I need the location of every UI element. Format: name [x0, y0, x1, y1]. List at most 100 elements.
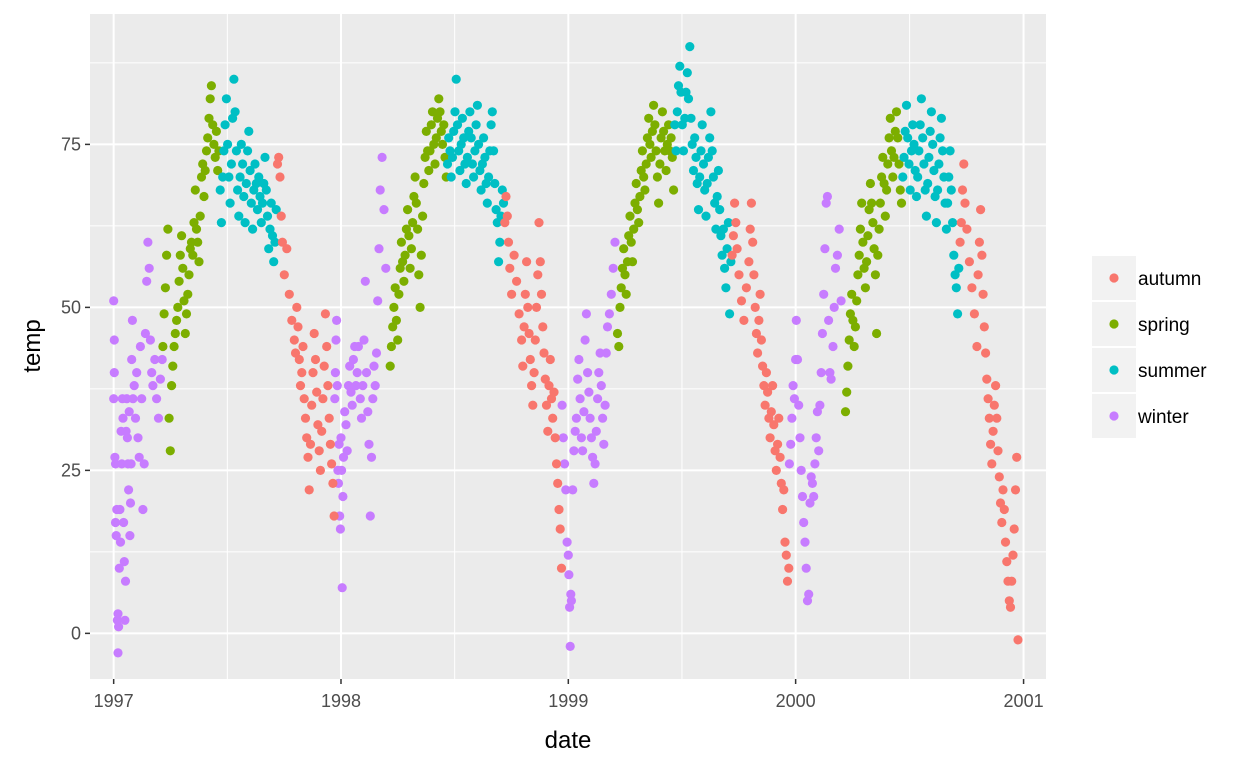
point-summer: [234, 211, 244, 221]
point-summer: [946, 185, 956, 195]
point-winter: [129, 381, 139, 391]
point-winter: [369, 361, 379, 371]
point-spring: [840, 407, 851, 417]
point-winter: [788, 381, 798, 391]
x-axis: 1997 1998 1999 2000 2001: [94, 679, 1044, 711]
point-autumn: [292, 302, 302, 312]
point-spring: [883, 159, 893, 169]
point-autumn: [957, 185, 968, 195]
point-winter: [110, 517, 121, 528]
point-summer: [899, 152, 909, 162]
point-autumn: [309, 328, 319, 339]
point-spring: [863, 231, 873, 241]
point-autumn: [1000, 537, 1011, 547]
point-summer: [484, 172, 494, 182]
point-autumn: [974, 237, 985, 247]
point-autumn: [751, 328, 762, 339]
point-spring: [894, 159, 904, 169]
point-winter: [814, 446, 824, 456]
point-summer: [235, 172, 245, 182]
point-winter: [352, 368, 362, 378]
point-autumn: [289, 335, 299, 345]
point-spring: [178, 263, 188, 273]
point-spring: [891, 107, 902, 117]
point-winter: [593, 394, 603, 404]
point-autumn: [536, 289, 547, 299]
point-summer: [929, 165, 939, 176]
point-winter: [828, 341, 838, 352]
point-spring: [849, 341, 859, 352]
point-summer: [951, 283, 961, 293]
point-winter: [153, 413, 164, 423]
point-winter: [368, 394, 378, 404]
point-spring: [159, 309, 169, 319]
point-winter: [142, 276, 152, 286]
point-winter: [836, 296, 846, 306]
point-summer: [487, 107, 497, 117]
point-summer: [903, 133, 913, 143]
point-autumn: [303, 452, 313, 462]
point-winter: [109, 335, 119, 345]
point-spring: [206, 81, 216, 91]
point-autumn: [538, 322, 548, 332]
point-winter: [829, 302, 839, 312]
point-autumn: [282, 244, 292, 254]
point-autumn: [308, 368, 318, 378]
point-winter: [120, 576, 131, 586]
point-autumn: [775, 452, 785, 462]
point-summer: [717, 250, 727, 260]
point-autumn: [274, 152, 284, 162]
point-summer: [913, 172, 923, 182]
point-winter: [598, 413, 608, 423]
point-winter: [365, 511, 375, 521]
point-winter: [346, 387, 356, 397]
point-autumn: [746, 198, 757, 208]
point-spring: [435, 107, 445, 117]
point-spring: [168, 361, 178, 371]
x-tick-label: 1999: [548, 691, 588, 711]
point-summer: [221, 94, 231, 104]
point-summer: [490, 178, 500, 189]
point-autumn: [517, 335, 527, 345]
point-autumn: [992, 413, 1002, 423]
point-spring: [659, 126, 669, 136]
point-winter: [570, 426, 580, 436]
point-summer: [713, 165, 724, 176]
point-spring: [651, 146, 661, 156]
point-spring: [169, 341, 179, 352]
point-spring: [430, 159, 440, 169]
point-winter: [589, 478, 599, 488]
legend-swatch-summer: [1109, 365, 1119, 375]
point-spring: [394, 289, 404, 299]
point-winter: [810, 459, 820, 469]
point-spring: [615, 302, 625, 312]
point-summer: [462, 152, 472, 162]
point-summer: [725, 309, 735, 319]
legend: autumn spring summer winter: [1092, 256, 1207, 438]
point-summer: [720, 263, 730, 273]
point-summer: [256, 218, 266, 228]
point-autumn: [750, 302, 760, 312]
point-spring: [855, 224, 866, 234]
point-spring: [406, 244, 416, 254]
point-winter: [579, 407, 589, 417]
point-summer: [698, 159, 709, 169]
point-spring: [194, 257, 204, 267]
point-summer: [447, 152, 458, 162]
point-summer: [476, 185, 486, 195]
point-spring: [158, 341, 168, 352]
point-autumn: [544, 381, 554, 391]
point-autumn: [749, 270, 759, 280]
point-autumn: [299, 394, 309, 404]
point-winter: [150, 354, 160, 365]
point-spring: [631, 178, 641, 189]
point-autumn: [991, 381, 1001, 391]
point-autumn: [325, 439, 335, 449]
point-spring: [193, 237, 203, 247]
point-summer: [693, 205, 704, 215]
point-spring: [209, 139, 219, 149]
point-winter: [606, 289, 616, 299]
point-summer: [949, 250, 959, 260]
point-winter: [125, 498, 136, 508]
point-summer: [696, 146, 706, 156]
